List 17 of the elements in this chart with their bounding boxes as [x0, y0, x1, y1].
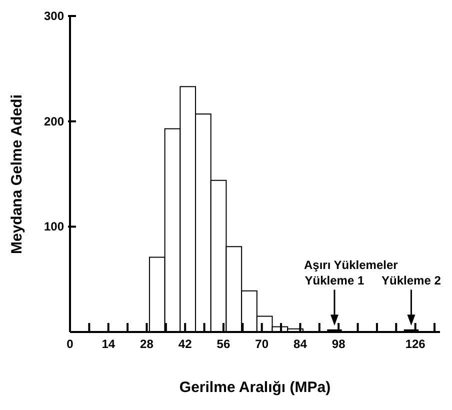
annotation: Yükleme 1 — [304, 274, 364, 288]
y-tick-label: 200 — [44, 114, 64, 128]
annotation: Aşırı Yüklemeler — [304, 258, 398, 272]
x-tick-label: 84 — [294, 337, 308, 351]
annotation: Yükleme 2 — [382, 274, 442, 288]
x-tick-label: 70 — [255, 337, 269, 351]
y-axis-title: Meydana Gelme Adedi — [8, 94, 26, 254]
y-tick-label: 300 — [44, 9, 64, 23]
x-tick-label: 0 — [66, 337, 74, 351]
x-tick-label: 14 — [102, 337, 116, 351]
y-tick-label: 100 — [44, 220, 64, 234]
x-tick-label: 126 — [405, 337, 426, 351]
x-tick-label: 42 — [178, 337, 192, 351]
x-axis-title: Gerilme Aralığı (MPa) — [179, 379, 331, 396]
x-tick-label: 56 — [216, 337, 230, 351]
x-tick-label: 28 — [140, 337, 154, 351]
x-tick-label: 98 — [332, 337, 346, 351]
